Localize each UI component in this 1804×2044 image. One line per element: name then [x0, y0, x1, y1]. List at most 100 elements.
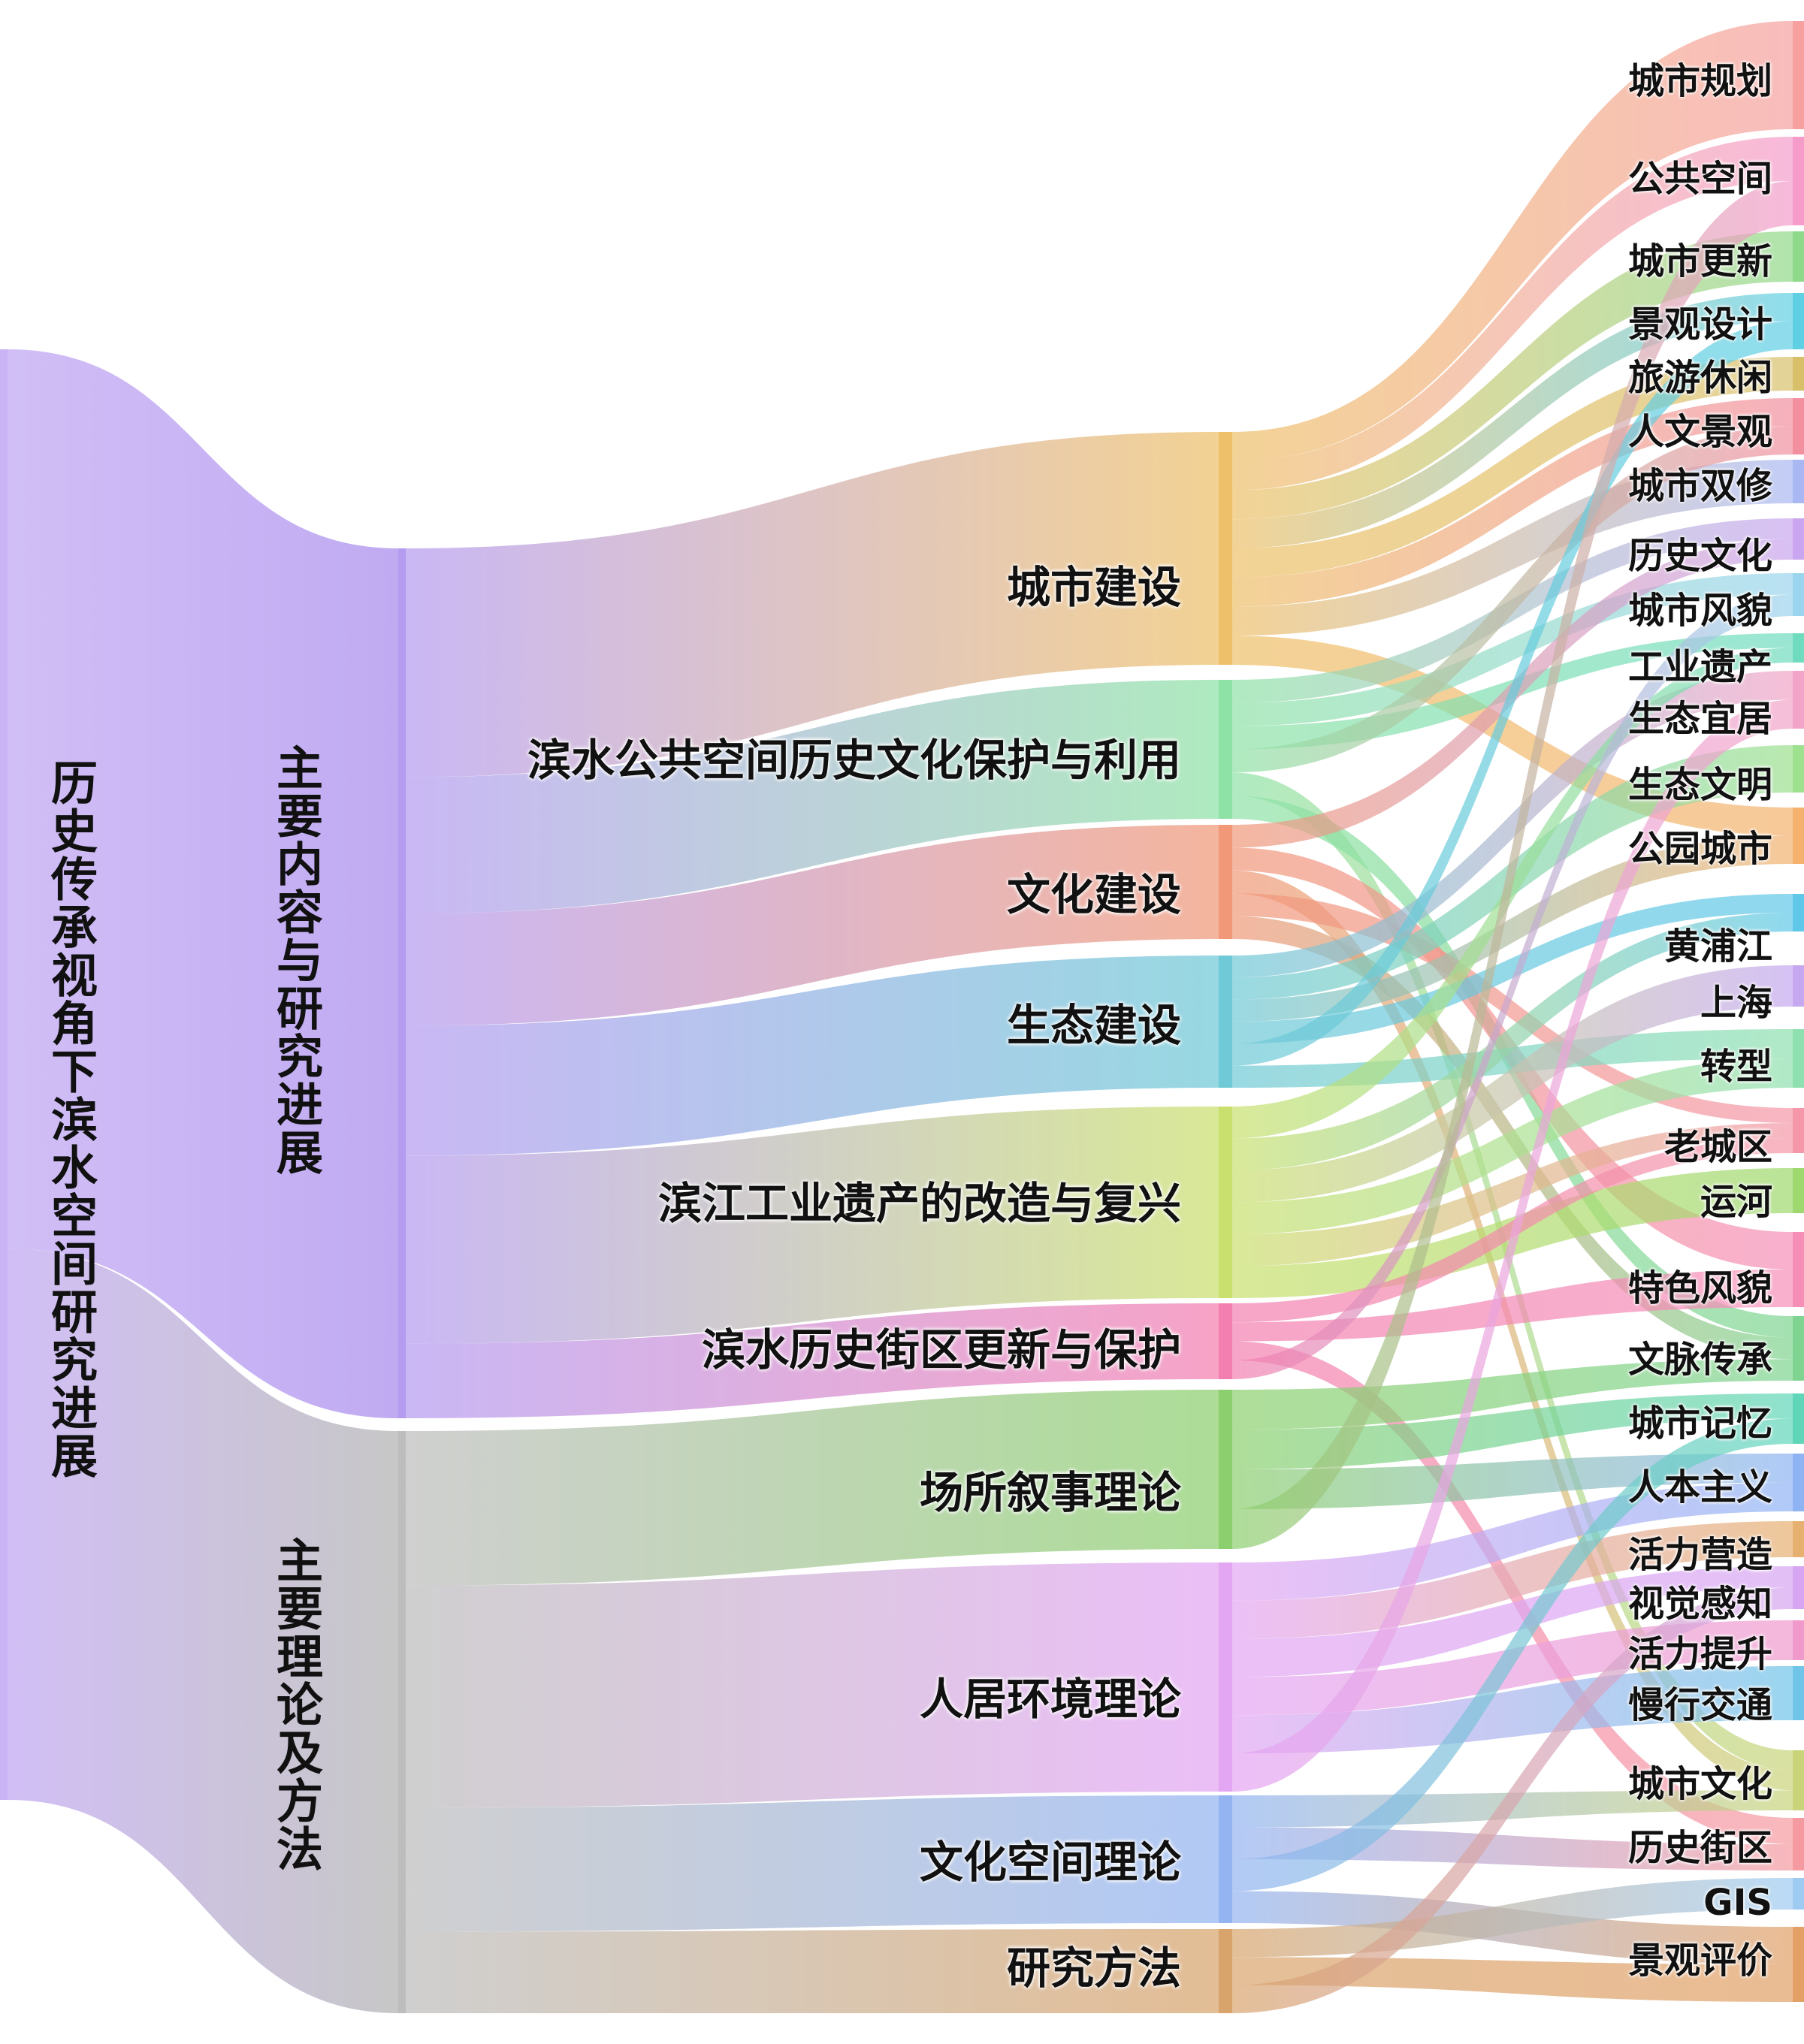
keyword-label: 历史街区 [1627, 1827, 1772, 1869]
keyword-label: 视觉感知 [1627, 1583, 1772, 1625]
keyword-node [1793, 21, 1804, 129]
keyword-label: 城市文化 [1627, 1763, 1772, 1805]
topic-keyword-flow [1232, 460, 1793, 636]
topic-keyword-flow [1232, 137, 1793, 491]
keyword-label: 转型 [1700, 1046, 1772, 1088]
group-label-theory: 主要理论及方法 [268, 1536, 323, 1873]
topic-label: 文化建设 [1006, 869, 1181, 920]
topic-label: 场所叙事理论 [919, 1467, 1181, 1518]
topic-keyword-flow [1232, 772, 1793, 1771]
topic-keyword-flow [1232, 181, 1793, 1549]
topic-keyword-flow [1232, 671, 1793, 978]
keyword-node [1793, 1666, 1804, 1720]
topic-keyword-flow [1232, 699, 1793, 1792]
topic-label: 滨江工业遗产的改造与复兴 [657, 1178, 1181, 1229]
topic-keyword-flow [1232, 1270, 1793, 1342]
topic-keyword-flow [1232, 321, 1793, 1066]
keyword-label: 黄浦江 [1663, 925, 1772, 968]
keyword-node [1793, 518, 1804, 560]
root-label: 历史传承视角下滨水空间研究进展 [43, 759, 98, 1480]
keyword-node [1793, 1232, 1804, 1307]
keyword-node [1793, 398, 1804, 454]
keyword-node [1793, 965, 1804, 1007]
group-node [398, 1431, 406, 2013]
root-node [0, 349, 8, 1800]
topic-keyword-flow [1232, 1058, 1793, 1234]
keyword-node [1793, 1393, 1804, 1444]
keyword-node [1793, 671, 1804, 729]
topic-keyword-flow [1232, 357, 1793, 578]
keyword-node [1793, 1029, 1804, 1088]
topic-keyword-flow [1232, 1418, 1793, 1892]
keyword-label: 文脉传承 [1627, 1339, 1772, 1381]
keyword-node [1793, 357, 1804, 391]
keyword-label: 人文景观 [1627, 411, 1772, 453]
sankey-nodes [0, 21, 1804, 2013]
group-topic-flow [406, 1390, 1219, 1586]
keyword-label: 城市风貌 [1627, 590, 1772, 632]
topic-label: 研究方法 [1006, 1943, 1181, 1994]
keyword-label: 活力营造 [1627, 1534, 1772, 1576]
keyword-node [1793, 894, 1804, 931]
topic-keyword-flow [1232, 1393, 1793, 1469]
keyword-label: 工业遗产 [1627, 646, 1772, 688]
topic-node [1219, 680, 1232, 819]
keyword-node [1793, 1927, 1804, 2002]
topic-keyword-flow [1232, 426, 1793, 773]
topic-keyword-flow [1232, 1587, 1793, 2013]
topic-keyword-flow [1232, 1482, 1793, 1601]
keyword-label: GIS [1703, 1882, 1772, 1924]
group-topic-flow [406, 825, 1219, 1026]
topic-node [1219, 1562, 1232, 1792]
keyword-node [1793, 808, 1804, 864]
topic-node [1219, 825, 1232, 939]
root-to-group-flows [8, 349, 398, 2013]
keyword-label: 生态文明 [1627, 764, 1772, 806]
group-label-content: 主要内容与研究进展 [268, 744, 323, 1176]
topic-keyword-flow [1232, 1666, 1793, 1754]
topic-keyword-flow [1232, 870, 1793, 1791]
topic-label: 滨水公共空间历史文化保护与利用 [527, 735, 1181, 786]
keyword-label: 人本主义 [1627, 1466, 1772, 1508]
keyword-label: 慢行交通 [1627, 1684, 1772, 1726]
topic-label: 人居环境理论 [919, 1674, 1181, 1725]
keyword-label: 景观设计 [1627, 303, 1772, 346]
topic-label: 滨水历史街区更新与保护 [701, 1324, 1181, 1375]
keyword-label: 历史文化 [1627, 535, 1772, 577]
keyword-node [1793, 1521, 1804, 1557]
topic-keyword-flow [1232, 594, 1793, 1379]
keyword-label: 城市双修 [1627, 465, 1772, 507]
topic-node [1219, 432, 1232, 665]
keyword-node [1793, 1818, 1804, 1870]
keyword-node [1793, 1878, 1804, 1910]
group-topic-flow [406, 956, 1219, 1156]
keyword-node [1793, 1168, 1804, 1213]
topic-node [1219, 956, 1232, 1088]
topic-keyword-flow [1232, 913, 1793, 1170]
topic-node [1219, 1390, 1232, 1549]
keyword-node [1793, 745, 1804, 793]
topic-keyword-flow [1232, 1359, 1793, 1430]
topic-keyword-flow [1232, 893, 1793, 1123]
keyword-label: 运河 [1700, 1181, 1772, 1223]
group-topic-flow [406, 1107, 1219, 1344]
keyword-node [1793, 460, 1804, 503]
topic-label: 文化空间理论 [919, 1837, 1181, 1888]
keyword-label: 生态宜居 [1627, 698, 1772, 740]
topic-node [1219, 1303, 1232, 1379]
keyword-node [1793, 231, 1804, 282]
topic-keyword-flow [1232, 231, 1793, 520]
keyword-node [1793, 1750, 1804, 1810]
group-node [398, 548, 406, 1418]
group-topic-flow [406, 1929, 1219, 2013]
keyword-node [1793, 1566, 1804, 1609]
topic-node [1219, 1795, 1232, 1923]
topic-keyword-flow [1232, 965, 1793, 1203]
keyword-node [1793, 573, 1804, 616]
topic-keyword-flow [1232, 398, 1793, 607]
topic-keyword-flow [1232, 648, 1793, 1139]
group-topic-flow [406, 1562, 1219, 1808]
keyword-node [1793, 1108, 1804, 1153]
